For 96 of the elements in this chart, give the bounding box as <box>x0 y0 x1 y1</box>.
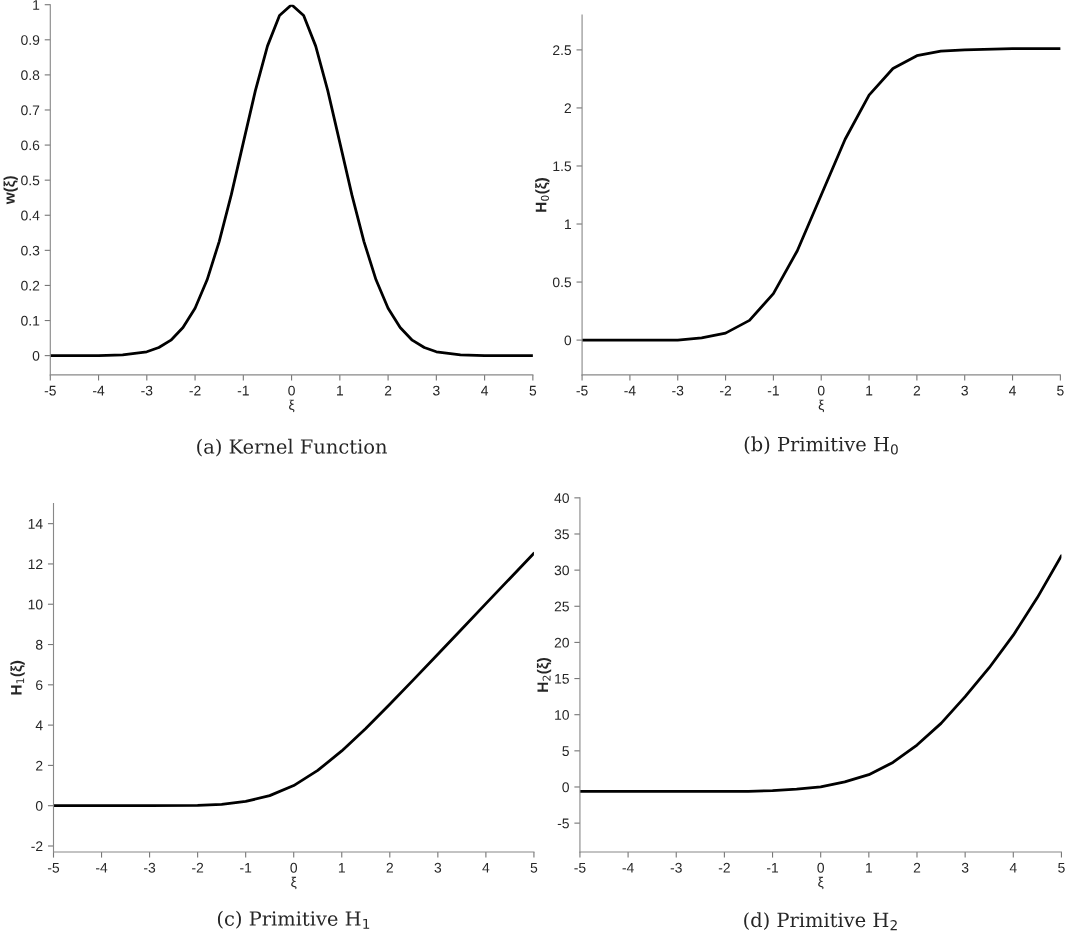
x-tick-label: -2 <box>720 385 732 396</box>
x-axis-title: ξ <box>289 399 295 413</box>
y-tick-label: -2 <box>31 841 43 852</box>
x-tick-label: 0 <box>817 385 825 396</box>
text: (b) Primitive H$_{0}$ <box>744 436 898 455</box>
y-tick-label: 15 <box>555 674 569 684</box>
line-series <box>53 551 534 808</box>
x-tick-label: -2 <box>189 385 201 396</box>
x-tick-label: -5 <box>47 862 60 873</box>
line-series <box>50 4 533 358</box>
y-tick-label: 1.5 <box>553 161 572 172</box>
y-tick-label: 0 <box>35 801 43 811</box>
y-tick-label: 14 <box>28 519 43 529</box>
text: (c) Primitive H$_{1}$ <box>217 910 370 929</box>
x-tick-label: 4 <box>481 385 489 396</box>
x-axis-title: ξ <box>291 876 297 890</box>
x-tick-label: 5 <box>529 385 537 396</box>
y-tick-label: 2 <box>36 760 43 771</box>
y-tick-label: 20 <box>554 637 569 648</box>
x-axis-title: ξ <box>818 876 824 890</box>
x-tick-label: -4 <box>92 385 105 396</box>
x-tick-label: -3 <box>670 862 682 873</box>
y-tick-label: 0.9 <box>21 35 40 45</box>
x-tick-label: -3 <box>144 862 156 873</box>
y-tick-label: 0.5 <box>21 175 40 186</box>
y-tick-label: 35 <box>554 529 569 540</box>
y-tick-label: 0 <box>32 350 40 361</box>
y-axis-title: w(ξ) <box>3 176 18 205</box>
y-tick-label: 25 <box>554 601 569 612</box>
x-tick-label: 1 <box>866 385 873 396</box>
y-tick-label: 12 <box>28 559 43 569</box>
x-tick-label: -5 <box>574 862 586 873</box>
x-tick-label: 2 <box>384 385 392 396</box>
x-tick-label: -3 <box>141 385 153 396</box>
x-tick-label: 0 <box>817 862 825 873</box>
y-tick-label: 0.1 <box>21 315 40 326</box>
line-series <box>582 47 1061 342</box>
y-tick-label: 40 <box>554 493 569 504</box>
y-tick-label: 10 <box>28 599 43 610</box>
y-tick-label: 0.6 <box>21 140 40 151</box>
x-tick-label: -2 <box>192 862 204 873</box>
x-tick-label: 3 <box>434 862 442 873</box>
y-axis-title: H$_{2}$(ξ) <box>536 658 552 692</box>
x-tick-label: 4 <box>482 862 490 873</box>
x-tick-label: 3 <box>961 385 968 396</box>
x-tick-label: 4 <box>1009 385 1016 396</box>
y-tick-label: 4 <box>35 720 43 731</box>
x-tick-label: -4 <box>622 862 634 873</box>
line-series <box>579 554 1062 793</box>
x-tick-label: 0 <box>290 862 298 873</box>
y-tick-label: 6 <box>36 680 43 690</box>
x-tick-label: 3 <box>961 862 969 873</box>
x-tick-label: 2 <box>386 862 393 873</box>
y-tick-label: -5 <box>557 818 569 829</box>
y-tick-label: 0.7 <box>21 105 40 116</box>
x-tick-label: -1 <box>240 862 252 873</box>
x-tick-label: -5 <box>576 385 588 396</box>
x-tick-label: 1 <box>338 862 345 873</box>
x-tick-label: -4 <box>624 385 636 396</box>
y-tick-label: 5 <box>562 746 569 757</box>
x-tick-label: 3 <box>433 385 440 396</box>
x-tick-label: 5 <box>1058 862 1065 873</box>
text: (a) Kernel Function <box>197 438 387 457</box>
y-tick-label: 0.4 <box>21 210 40 221</box>
y-tick-label: 10 <box>555 710 569 720</box>
y-axis-title: H$_{1}$(ξ) <box>10 660 25 695</box>
y-tick-label: 0.3 <box>21 245 40 256</box>
x-tick-label: 1 <box>866 862 873 873</box>
y-tick-label: 0.8 <box>21 70 40 81</box>
y-tick-label: 30 <box>554 565 569 576</box>
x-tick-label: 5 <box>530 862 538 873</box>
x-tick-label: 0 <box>288 385 295 396</box>
x-tick-label: 2 <box>913 385 921 396</box>
x-tick-label: 2 <box>913 862 921 873</box>
x-tick-label: 4 <box>1009 862 1017 873</box>
y-tick-label: 2.5 <box>553 45 572 56</box>
x-tick-label: -4 <box>95 862 108 873</box>
y-tick-label: 1 <box>33 0 40 10</box>
x-tick-label: -1 <box>237 385 249 396</box>
x-tick-label: 1 <box>337 385 344 396</box>
y-tick-label: 8 <box>35 639 43 650</box>
text: (d) Primitive H$_{2}$ <box>744 912 897 931</box>
y-tick-label: 2 <box>564 103 571 113</box>
x-tick-label: 5 <box>1057 385 1064 396</box>
x-axis-title: ξ <box>818 399 825 413</box>
x-tick-label: -5 <box>44 385 56 396</box>
y-tick-label: 1 <box>565 219 571 230</box>
y-axis-title: H$_{0}$(ξ) <box>535 178 550 212</box>
x-tick-label: -2 <box>718 862 730 873</box>
x-tick-label: -1 <box>767 385 779 396</box>
x-tick-label: -3 <box>672 385 684 396</box>
y-tick-label: 0.2 <box>21 280 40 291</box>
y-tick-label: 0 <box>562 782 569 793</box>
x-tick-label: -1 <box>766 862 779 873</box>
y-tick-label: 0.5 <box>552 277 572 288</box>
y-tick-label: 0 <box>564 335 572 346</box>
